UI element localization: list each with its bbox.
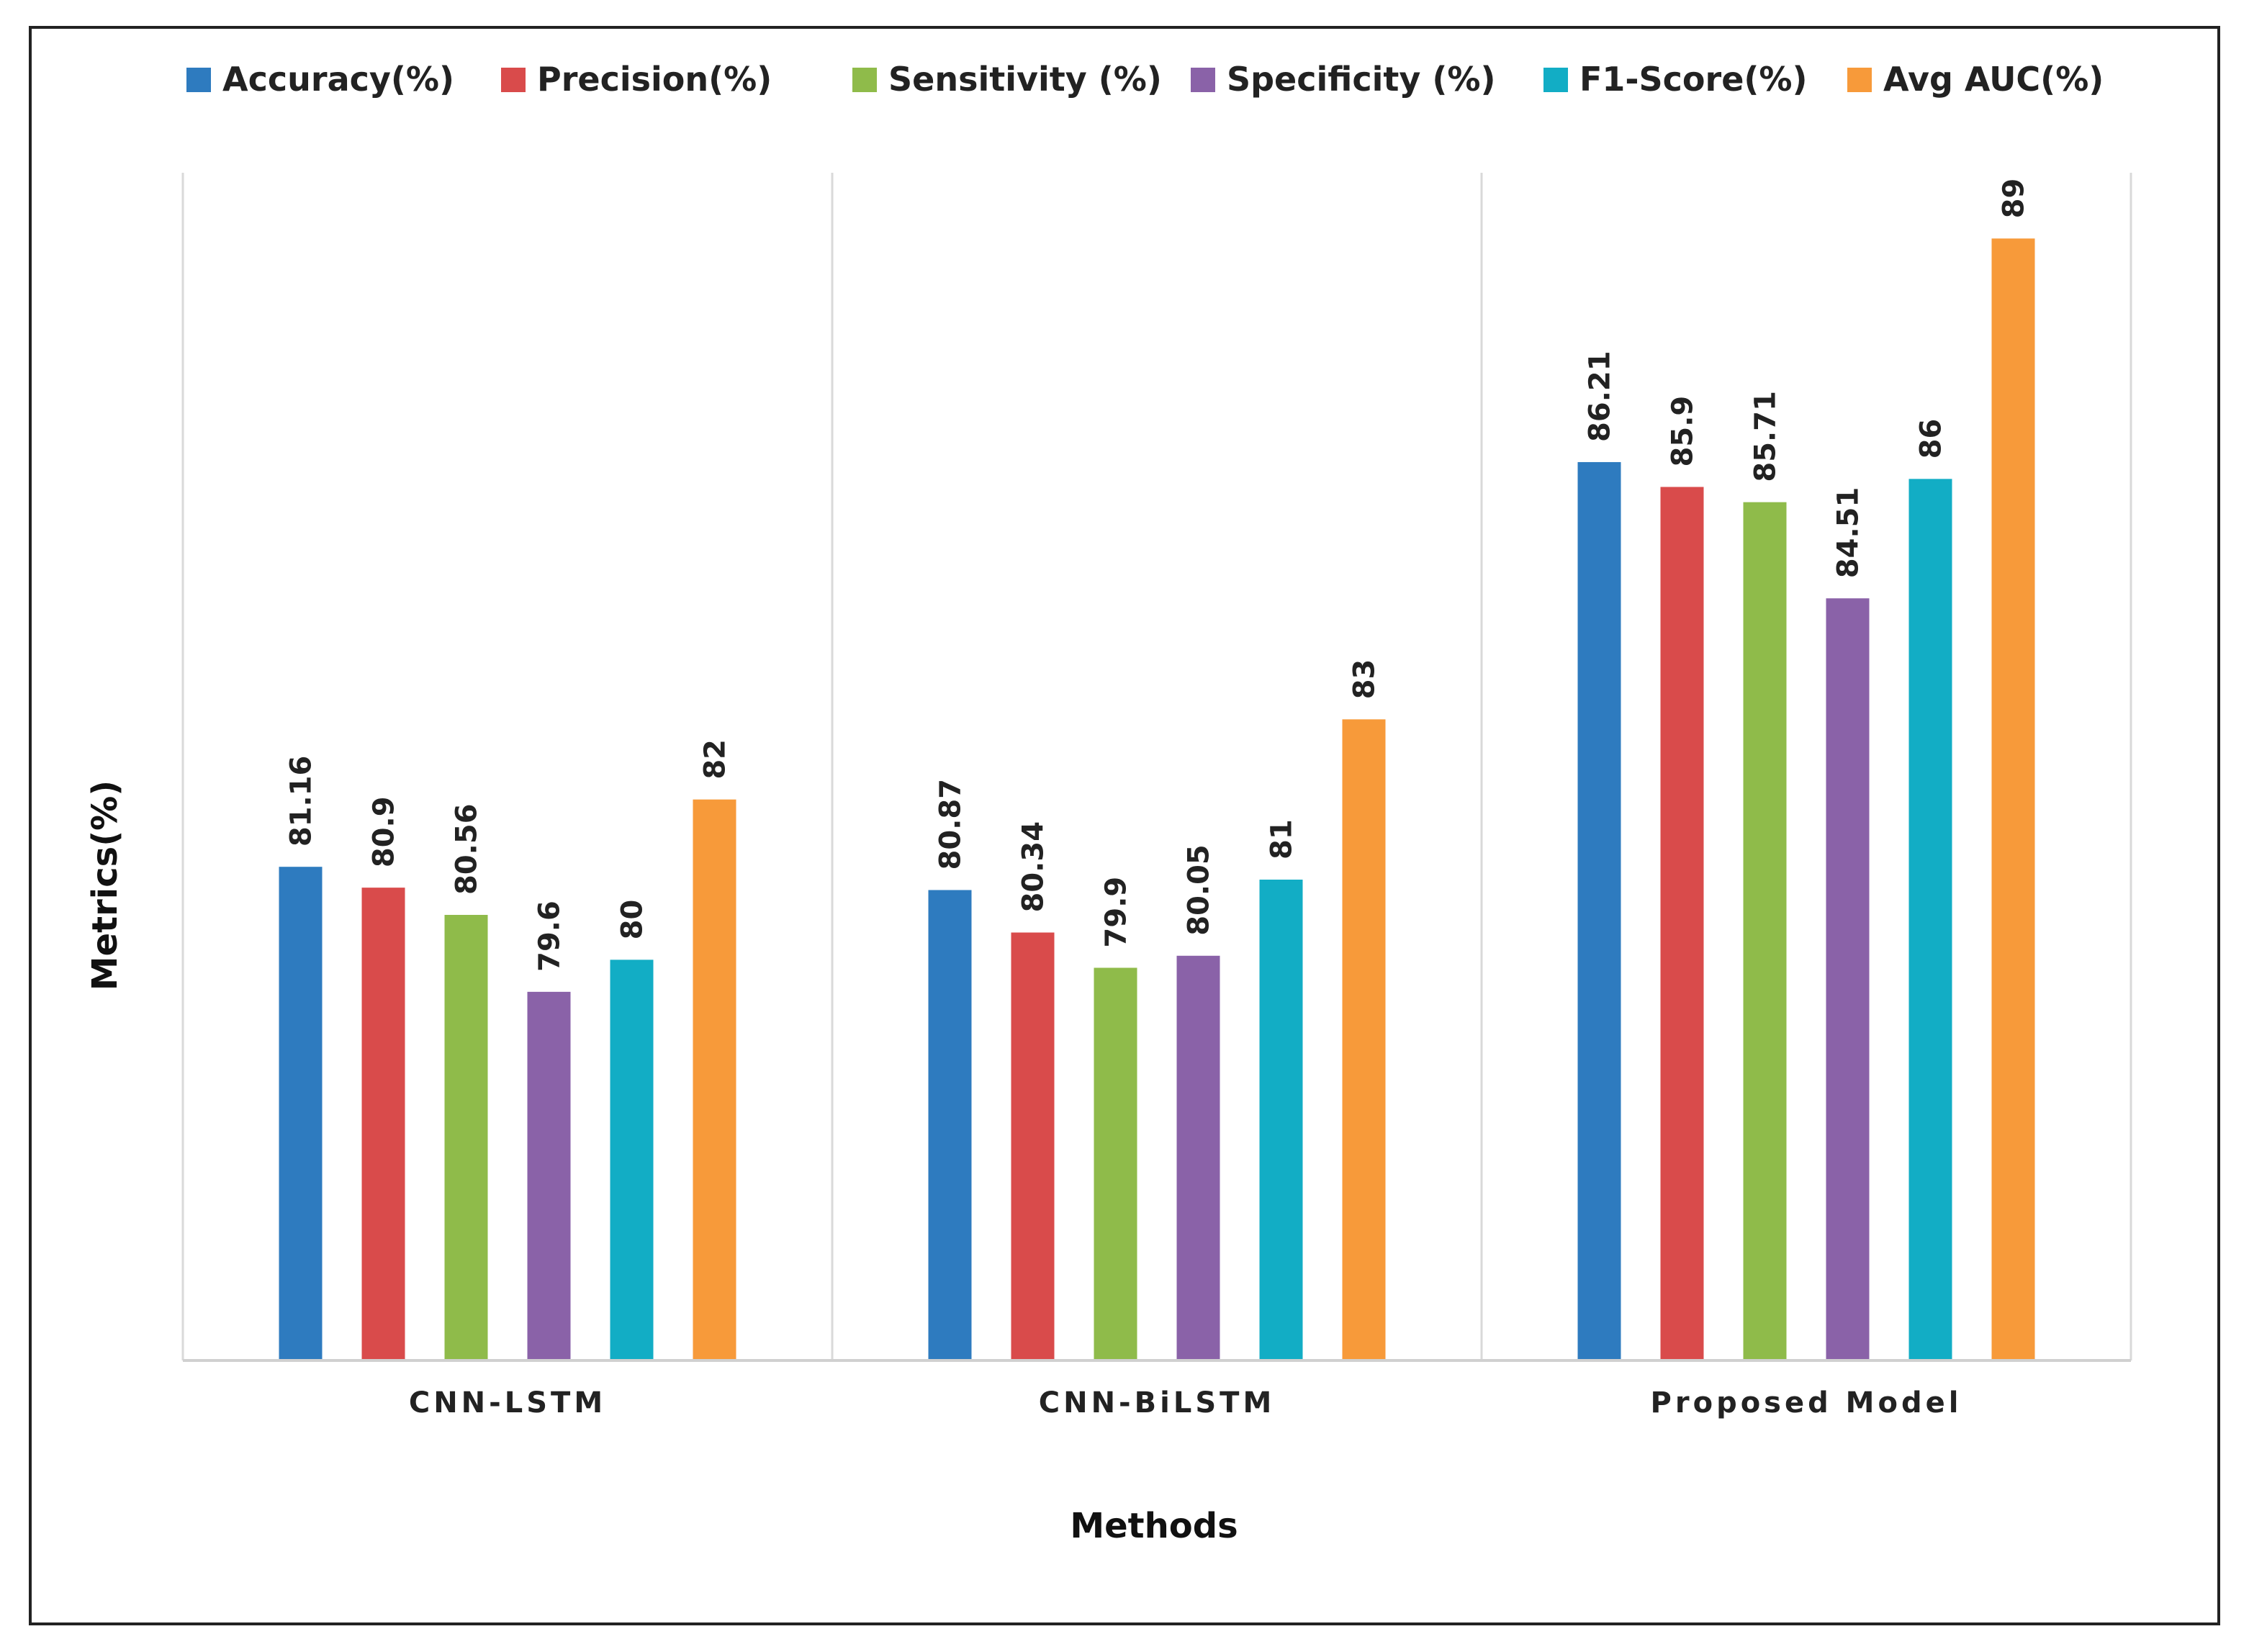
data-label: 80.56 xyxy=(451,803,484,895)
bar xyxy=(1176,955,1220,1360)
data-label: 80 xyxy=(616,900,649,940)
data-label: 80.34 xyxy=(1017,821,1050,913)
data-label: 86.21 xyxy=(1584,351,1617,442)
data-label: 81 xyxy=(1266,819,1299,859)
x-tick-label: CNN-LSTM xyxy=(409,1386,606,1419)
legend-label: Accuracy(%) xyxy=(222,60,454,99)
data-labels: 81.16 80.9 80.56 79.6 80 82 80.87 80.34 79.9 80.0… xyxy=(285,179,2031,972)
data-label: 85.71 xyxy=(1749,391,1782,482)
legend-item: Specificity (%) xyxy=(1191,60,1496,99)
bar xyxy=(1577,461,1621,1360)
bar xyxy=(693,799,736,1360)
x-axis-ticks: CNN-LSTM CNN-BiLSTM Proposed Model xyxy=(409,1386,1962,1419)
category-separators xyxy=(181,173,2132,1360)
data-label: 80.87 xyxy=(934,779,968,870)
legend-item: F1-Score(%) xyxy=(1543,60,1808,99)
bar xyxy=(279,867,323,1360)
bar xyxy=(444,914,488,1360)
bar xyxy=(1660,487,1704,1360)
legend-label: Precision(%) xyxy=(537,60,772,99)
legend-swatch xyxy=(1191,68,1215,92)
bar xyxy=(1259,880,1303,1360)
bar xyxy=(527,991,571,1360)
chart-frame: Accuracy(%) Precision(%) Sensitivity (%) Sp… xyxy=(29,26,2220,1625)
bar xyxy=(928,890,972,1360)
legend-label: Sensitivity (%) xyxy=(888,60,1162,99)
legend-item: Accuracy(%) xyxy=(186,60,454,99)
data-label: 80.9 xyxy=(368,796,401,867)
data-label: 83 xyxy=(1348,659,1382,700)
y-axis-title: Metrics(%) xyxy=(85,780,125,990)
legend-swatch xyxy=(186,68,211,92)
x-tick-label: CNN-BiLSTM xyxy=(1039,1386,1276,1419)
legend-label: Specificity (%) xyxy=(1227,60,1496,99)
data-label: 79.9 xyxy=(1100,877,1133,948)
data-label: 85.9 xyxy=(1667,396,1700,467)
x-tick-label: Proposed Model xyxy=(1651,1386,1962,1419)
legend: Accuracy(%) Precision(%) Sensitivity (%) Sp… xyxy=(186,60,2104,99)
bars xyxy=(279,238,2035,1361)
bar xyxy=(361,888,405,1360)
bar-chart: Accuracy(%) Precision(%) Sensitivity (%) Sp… xyxy=(85,60,2132,1546)
bar xyxy=(1826,598,1870,1360)
bar xyxy=(1991,238,2035,1360)
data-label: 84.51 xyxy=(1832,487,1865,579)
bar xyxy=(1011,932,1055,1360)
data-label: 89 xyxy=(1998,179,2031,219)
bar xyxy=(1342,719,1386,1360)
bar xyxy=(1743,502,1787,1360)
data-label: 82 xyxy=(699,739,732,780)
bar xyxy=(1094,967,1137,1360)
x-axis-title: Methods xyxy=(1070,1506,1238,1546)
legend-swatch xyxy=(1847,68,1872,92)
legend-label: F1-Score(%) xyxy=(1579,60,1808,99)
legend-item: Precision(%) xyxy=(501,60,772,99)
data-label: 80.05 xyxy=(1183,844,1216,936)
legend-swatch xyxy=(852,68,877,92)
bar xyxy=(610,960,654,1360)
data-label: 86 xyxy=(1915,419,1948,459)
data-label: 81.16 xyxy=(285,756,318,847)
data-label: 79.6 xyxy=(533,901,567,972)
legend-item: Sensitivity (%) xyxy=(852,60,1162,99)
legend-swatch xyxy=(1543,68,1568,92)
bar xyxy=(1908,479,1952,1361)
legend-swatch xyxy=(501,68,526,92)
legend-label: Avg AUC(%) xyxy=(1883,60,2104,99)
legend-item: Avg AUC(%) xyxy=(1847,60,2104,99)
